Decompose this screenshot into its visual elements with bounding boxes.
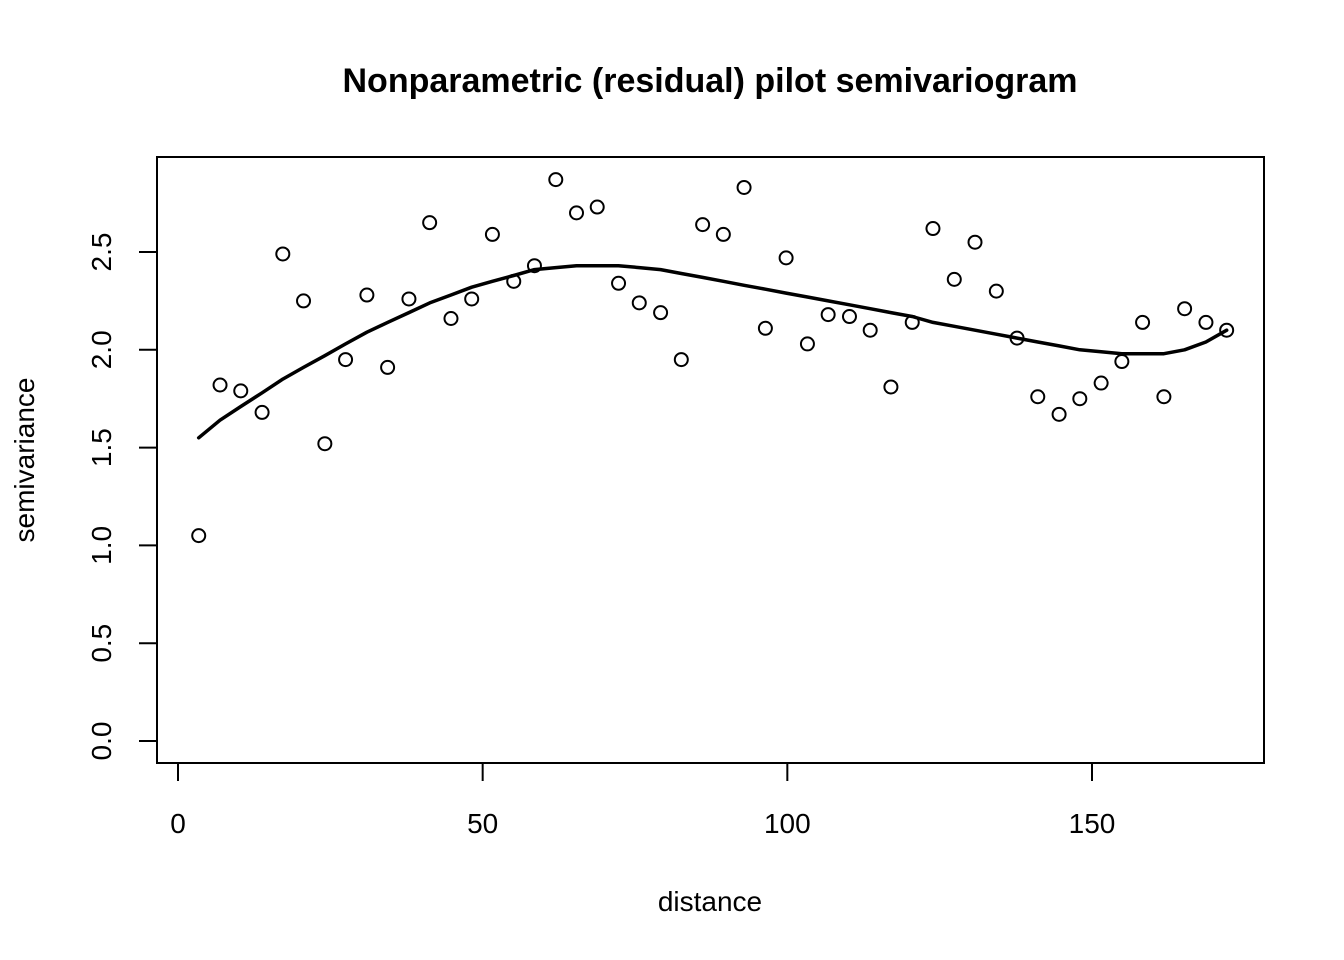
y-axis-label: semivariance — [9, 378, 40, 543]
x-tick-label: 100 — [764, 808, 811, 839]
y-tick-label: 0.5 — [86, 624, 117, 663]
data-point — [925, 221, 941, 237]
data-point — [548, 172, 564, 188]
data-point — [233, 383, 249, 399]
data-point — [715, 226, 731, 242]
data-point — [967, 234, 983, 250]
data-point — [1051, 406, 1067, 422]
data-point — [1093, 375, 1109, 391]
x-tick-label: 0 — [170, 808, 186, 839]
y-tick-label: 0.0 — [86, 722, 117, 761]
data-point — [1135, 314, 1151, 330]
data-point — [736, 179, 752, 195]
data-point — [526, 258, 542, 274]
data-point — [611, 275, 627, 291]
data-point — [464, 291, 480, 307]
data-point — [988, 283, 1004, 299]
smoothed-semivariogram-line — [196, 263, 1229, 440]
data-point — [1030, 389, 1046, 405]
data-point — [1177, 301, 1193, 317]
chart-title: Nonparametric (residual) pilot semivario… — [343, 62, 1078, 100]
data-point — [841, 309, 857, 325]
data-point — [401, 291, 417, 307]
x-axis-label: distance — [658, 886, 762, 917]
x-tick-label: 150 — [1069, 808, 1116, 839]
data-point — [653, 305, 669, 321]
data-point — [1114, 354, 1130, 370]
data-points — [191, 172, 1235, 544]
data-point — [862, 322, 878, 338]
data-point — [799, 336, 815, 352]
data-point — [380, 359, 396, 375]
data-point — [1219, 322, 1235, 338]
data-point — [631, 295, 647, 311]
data-point — [212, 377, 228, 393]
x-axis: 0 50 100 150 — [170, 762, 1116, 839]
data-point — [673, 352, 689, 368]
y-tick-label: 2.0 — [86, 330, 117, 369]
plot-area-frame — [156, 156, 1265, 764]
y-tick-label: 2.5 — [86, 233, 117, 272]
y-tick-label: 1.0 — [86, 526, 117, 565]
y-axis: 0.0 0.5 1.0 1.5 2.0 2.5 — [86, 233, 158, 761]
data-point — [275, 246, 291, 262]
data-point — [589, 199, 605, 215]
data-point — [296, 293, 312, 309]
x-tick-label: 50 — [467, 808, 498, 839]
data-point — [254, 404, 270, 420]
data-point — [484, 226, 500, 242]
data-point — [820, 307, 836, 323]
data-point — [317, 436, 333, 452]
data-point — [1198, 314, 1214, 330]
data-point — [778, 250, 794, 266]
data-point — [1072, 391, 1088, 407]
data-point — [695, 217, 711, 233]
y-tick-label: 1.5 — [86, 428, 117, 467]
data-point — [422, 215, 438, 231]
data-point — [757, 320, 773, 336]
data-point — [191, 528, 207, 544]
data-point — [338, 352, 354, 368]
data-point — [359, 287, 375, 303]
data-point — [883, 379, 899, 395]
data-point — [443, 311, 459, 327]
data-point — [946, 271, 962, 287]
data-point — [569, 205, 585, 221]
data-point — [1156, 389, 1172, 405]
